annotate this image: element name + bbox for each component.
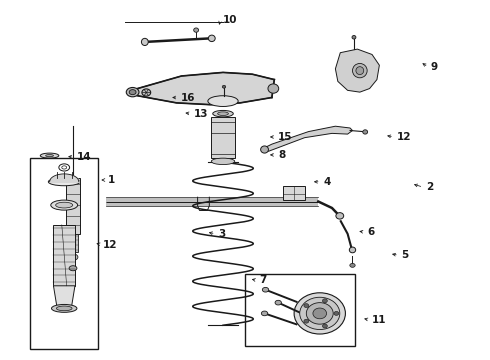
Ellipse shape (142, 39, 148, 45)
Bar (66, 178, 80, 234)
Text: 1: 1 (108, 175, 116, 185)
Ellipse shape (352, 36, 356, 39)
Text: 8: 8 (278, 150, 286, 160)
Text: 10: 10 (223, 15, 238, 26)
Text: 12: 12 (103, 239, 118, 249)
Text: 2: 2 (426, 182, 433, 192)
Ellipse shape (294, 293, 345, 334)
Ellipse shape (51, 305, 77, 312)
Ellipse shape (300, 297, 340, 329)
Polygon shape (53, 225, 75, 286)
Ellipse shape (69, 266, 77, 271)
Ellipse shape (334, 311, 339, 315)
Ellipse shape (356, 67, 364, 75)
Text: 12: 12 (396, 132, 411, 142)
Ellipse shape (129, 90, 136, 95)
Polygon shape (335, 49, 379, 92)
Ellipse shape (268, 84, 279, 93)
Ellipse shape (261, 146, 269, 153)
Ellipse shape (313, 308, 327, 319)
Ellipse shape (46, 154, 53, 157)
Ellipse shape (40, 153, 59, 158)
Ellipse shape (51, 200, 77, 210)
Polygon shape (138, 72, 274, 105)
Ellipse shape (218, 112, 228, 116)
Bar (30, 158, 98, 348)
Ellipse shape (322, 299, 327, 303)
Ellipse shape (304, 319, 309, 323)
Ellipse shape (261, 311, 268, 316)
Ellipse shape (56, 306, 72, 311)
Ellipse shape (306, 303, 333, 324)
Ellipse shape (194, 28, 198, 32)
Ellipse shape (49, 178, 80, 186)
Text: 4: 4 (323, 177, 331, 187)
Text: 11: 11 (372, 315, 387, 325)
Text: 9: 9 (431, 62, 438, 72)
Text: 5: 5 (401, 250, 409, 260)
Ellipse shape (56, 202, 73, 208)
Text: 15: 15 (278, 132, 293, 142)
Ellipse shape (275, 300, 281, 305)
Ellipse shape (352, 63, 367, 78)
Ellipse shape (208, 96, 238, 107)
Ellipse shape (262, 287, 269, 292)
Ellipse shape (350, 264, 355, 267)
Text: 6: 6 (367, 227, 374, 237)
Ellipse shape (322, 324, 327, 328)
Ellipse shape (68, 254, 78, 260)
Ellipse shape (211, 158, 235, 165)
Text: 16: 16 (180, 93, 195, 103)
Text: 7: 7 (260, 275, 267, 285)
Text: 14: 14 (76, 152, 91, 162)
Ellipse shape (208, 35, 215, 41)
Ellipse shape (142, 89, 151, 96)
Ellipse shape (213, 111, 233, 117)
Bar (245, 274, 355, 346)
Text: 13: 13 (194, 109, 208, 119)
Bar (211, 117, 235, 158)
Ellipse shape (336, 213, 343, 219)
Ellipse shape (126, 87, 139, 97)
Polygon shape (53, 286, 75, 306)
Bar (68, 234, 78, 252)
Polygon shape (265, 126, 352, 151)
Ellipse shape (222, 85, 226, 88)
Text: 3: 3 (218, 229, 225, 239)
Ellipse shape (363, 130, 368, 134)
Bar (283, 186, 305, 200)
Ellipse shape (349, 247, 356, 253)
Ellipse shape (304, 303, 309, 307)
